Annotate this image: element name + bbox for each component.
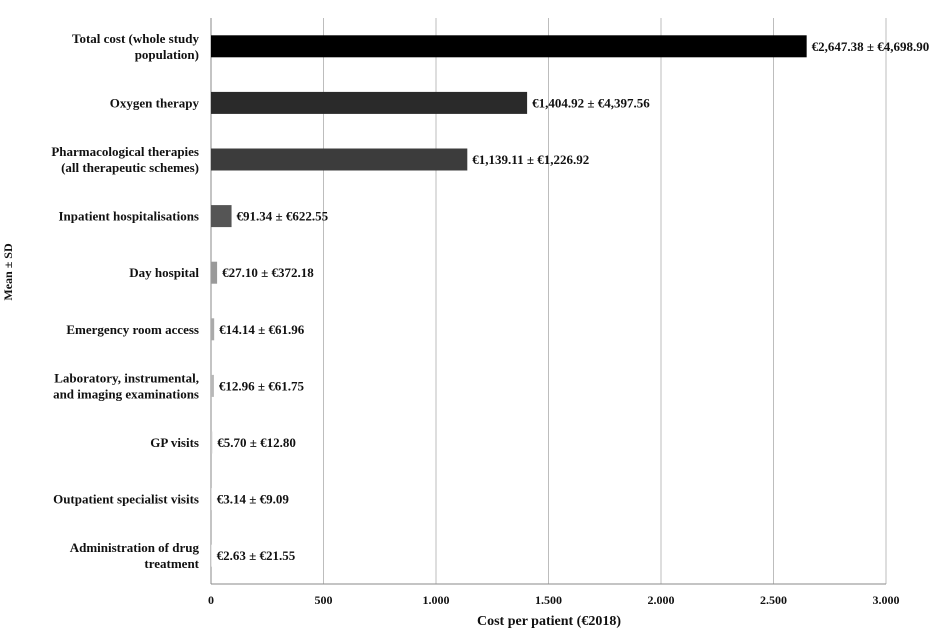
category-label: GP visits <box>150 435 199 450</box>
bar <box>211 261 218 284</box>
bar <box>211 91 528 114</box>
x-tick-label: 2.500 <box>760 593 787 607</box>
category-label: Emergency room access <box>66 322 199 337</box>
category-label: Total cost (whole study population) <box>72 31 200 62</box>
data-label: €27.10 ± €372.18 <box>222 265 314 280</box>
data-label: €5.70 ± €12.80 <box>217 435 296 450</box>
category-label: Outpatient specialist visits <box>53 492 199 507</box>
category-label: Day hospital <box>129 265 199 280</box>
bars <box>211 35 807 567</box>
category-label: Administration of drug treatment <box>70 540 200 571</box>
category-label: Inpatient hospitalisations <box>58 209 199 224</box>
data-label: €91.34 ± €622.55 <box>237 209 329 224</box>
x-tick-label: 500 <box>315 593 333 607</box>
bar <box>211 205 232 228</box>
category-label: Pharmacological therapies (all therapeuti… <box>51 144 199 175</box>
x-tick-labels: 0 500 1.000 1.500 2.000 2.500 3.000 <box>208 593 900 607</box>
data-labels: €2,647.38 ± €4,698.90 €1,404.92 ± €4,397.… <box>217 39 930 563</box>
data-label: €2.63 ± €21.55 <box>217 548 296 563</box>
data-label: €12.96 ± €61.75 <box>219 378 305 393</box>
bar <box>211 35 807 58</box>
bar <box>211 544 212 567</box>
x-tick-label: 0 <box>208 593 214 607</box>
x-tick-label: 1.000 <box>423 593 450 607</box>
x-tick-label: 2.000 <box>648 593 675 607</box>
x-tick-label: 3.000 <box>873 593 900 607</box>
category-label: Laboratory, instrumental, and imaging exa… <box>53 370 199 401</box>
data-label: €14.14 ± €61.96 <box>219 322 305 337</box>
x-tick-label: 1.500 <box>535 593 562 607</box>
bar <box>211 431 213 454</box>
category-labels: Total cost (whole study population) Oxygen… <box>51 31 199 571</box>
bar <box>211 148 468 171</box>
bar <box>211 318 215 341</box>
bar <box>211 488 212 511</box>
category-label: Oxygen therapy <box>110 95 200 110</box>
data-label: €1,139.11 ± €1,226.92 <box>472 152 589 167</box>
x-axis-title: Cost per patient (€2018) <box>477 614 621 629</box>
data-label: €1,404.92 ± €4,397.56 <box>532 95 650 110</box>
y-axis-title: Mean ± SD <box>1 243 15 301</box>
data-label: €3.14 ± €9.09 <box>217 492 290 507</box>
data-label: €2,647.38 ± €4,698.90 <box>812 39 930 54</box>
bar <box>211 374 214 397</box>
